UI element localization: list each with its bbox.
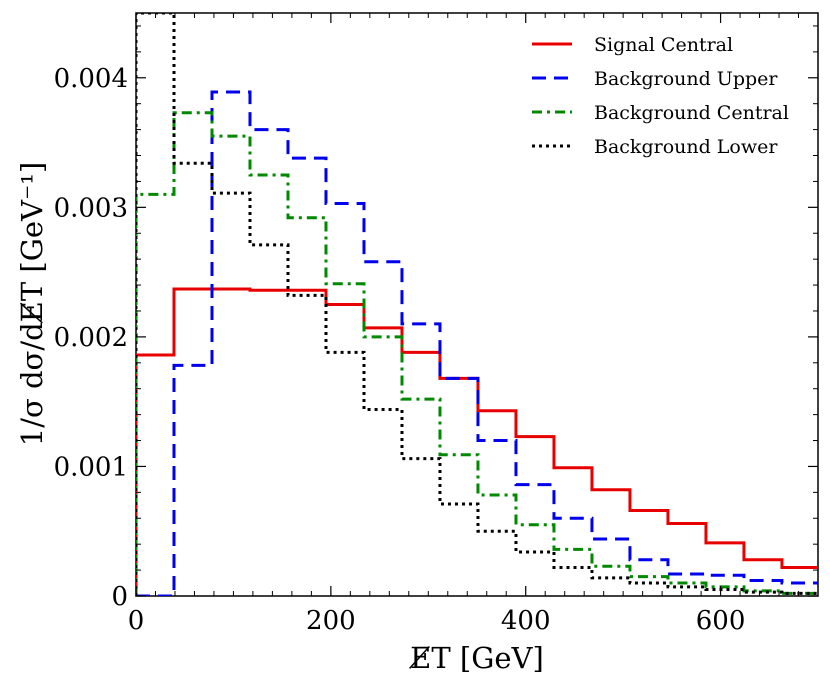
series-line-background-lower bbox=[136, 13, 818, 596]
series-line-background-upper bbox=[136, 90, 818, 596]
x-tick-label: 600 bbox=[696, 606, 746, 636]
y-tick-label: 0.001 bbox=[54, 452, 128, 482]
series-group bbox=[136, 13, 818, 596]
x-tick-label: 200 bbox=[306, 606, 356, 636]
x-axis-label: E̸T [GeV] bbox=[408, 641, 543, 675]
x-tick-label: 400 bbox=[501, 606, 551, 636]
legend: Signal Central Background Upper Background… bbox=[532, 34, 789, 158]
y-tick-label: 0.002 bbox=[54, 323, 128, 353]
series-line-signal-central bbox=[136, 287, 818, 596]
legend-label: Background Lower bbox=[594, 136, 778, 158]
y-tick-label: 0.004 bbox=[54, 64, 128, 94]
legend-label: Signal Central bbox=[594, 34, 733, 56]
y-tick-label: 0 bbox=[111, 582, 128, 612]
plot-frame bbox=[135, 12, 819, 597]
y-tick-label: 0.003 bbox=[54, 193, 128, 223]
x-tick-label: 0 bbox=[128, 606, 145, 636]
legend-label: Background Central bbox=[594, 102, 789, 124]
legend-label: Background Upper bbox=[594, 68, 778, 90]
y-axis-label: 1/σ dσ/dE̸T [GeV⁻¹] bbox=[15, 162, 49, 447]
axis-ticks: 0 200 400 600 0 0.001 0.002 0.003 0.004 bbox=[54, 13, 819, 636]
series-line-background-central bbox=[136, 111, 818, 596]
